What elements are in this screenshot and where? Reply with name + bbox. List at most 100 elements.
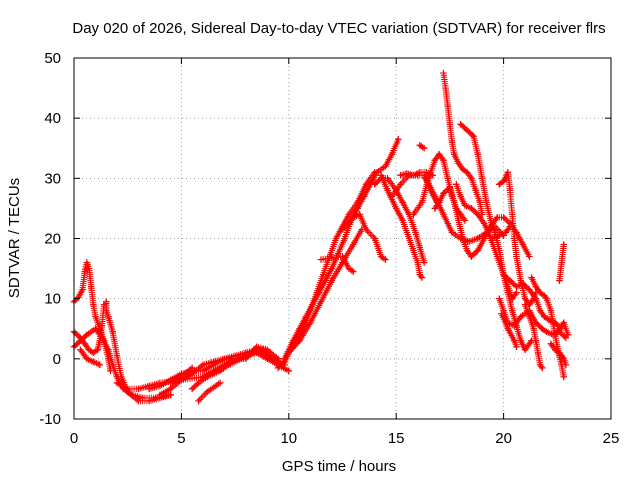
- data-point: [167, 385, 174, 393]
- data-point: [85, 346, 93, 354]
- data-point: [483, 199, 490, 206]
- data-point: [463, 127, 471, 134]
- data-point: [560, 319, 567, 326]
- data-point: [253, 343, 260, 350]
- data-point: [560, 373, 567, 381]
- data-point: [156, 382, 164, 390]
- data-point: [526, 286, 533, 293]
- x-tick-label: 20: [495, 430, 512, 447]
- data-point: [463, 247, 471, 254]
- data-point: [493, 214, 501, 221]
- data-point: [188, 385, 196, 393]
- data-point: [487, 217, 494, 224]
- data-point: [431, 193, 439, 200]
- data-point: [377, 253, 385, 260]
- data-point: [560, 355, 567, 363]
- data-point: [285, 349, 292, 357]
- data-point: [470, 133, 477, 140]
- data-point: [500, 178, 507, 185]
- series-track-kk: [551, 319, 572, 338]
- data-point: [90, 349, 97, 357]
- data-point: [105, 355, 112, 363]
- data-point: [506, 277, 514, 284]
- data-points: [70, 69, 572, 405]
- data-point: [79, 286, 86, 293]
- series-track-j: [188, 346, 288, 393]
- y-tick-label: 20: [44, 231, 61, 248]
- axis-ticks: 0 5 10 15 20 25 -10 0 10 20 30 40 50: [39, 50, 619, 447]
- data-point: [105, 313, 112, 320]
- data-point: [395, 136, 402, 143]
- data-point: [322, 277, 329, 284]
- series-track-y: [440, 69, 486, 218]
- data-point: [496, 247, 503, 254]
- data-point: [339, 226, 346, 233]
- data-point: [474, 211, 482, 218]
- data-point: [225, 361, 232, 369]
- data-point: [83, 355, 91, 363]
- data-point: [519, 280, 527, 287]
- data-point: [397, 172, 404, 179]
- data-point: [498, 310, 505, 317]
- data-point: [444, 175, 451, 182]
- y-tick-label: 0: [53, 351, 61, 368]
- data-point: [504, 325, 512, 332]
- data-point: [384, 175, 391, 182]
- data-point: [506, 187, 514, 194]
- data-point: [536, 307, 544, 314]
- data-point: [156, 391, 164, 399]
- data-point: [440, 211, 447, 218]
- x-tick-label: 10: [280, 430, 297, 447]
- data-point: [468, 205, 475, 212]
- data-point: [545, 316, 552, 323]
- data-point: [384, 187, 391, 194]
- data-point: [491, 229, 499, 236]
- data-point: [77, 334, 84, 341]
- data-point: [556, 325, 563, 332]
- y-axis-label: SDTVAR / TECUs: [6, 178, 23, 298]
- data-point: [511, 322, 518, 329]
- data-point: [216, 379, 224, 387]
- data-point: [446, 120, 454, 128]
- data-point: [281, 355, 288, 363]
- data-point: [519, 241, 527, 248]
- data-point: [90, 301, 97, 308]
- data-point: [328, 254, 335, 261]
- series-track-i: [167, 364, 196, 387]
- data-point: [317, 256, 325, 263]
- data-point: [371, 235, 378, 242]
- data-point: [403, 170, 411, 177]
- data-point: [474, 151, 482, 158]
- data-point: [405, 235, 413, 242]
- x-tick-label: 15: [388, 430, 405, 447]
- data-point: [472, 187, 479, 194]
- x-tick-label: 25: [603, 430, 620, 447]
- data-point: [195, 397, 202, 405]
- data-point: [466, 238, 473, 245]
- data-point: [167, 391, 174, 399]
- data-point: [440, 157, 447, 164]
- data-point: [339, 253, 346, 260]
- data-point: [199, 367, 207, 375]
- data-point: [416, 169, 424, 176]
- data-point: [496, 295, 503, 302]
- data-point: [81, 268, 88, 275]
- y-tick-label: 50: [44, 50, 61, 67]
- data-point: [135, 385, 142, 393]
- data-point: [513, 283, 520, 290]
- data-point: [210, 361, 217, 369]
- data-point: [549, 319, 557, 326]
- data-point: [418, 274, 426, 281]
- data-point: [476, 199, 484, 206]
- data-point: [350, 241, 357, 248]
- data-point: [178, 373, 185, 381]
- data-point: [92, 313, 99, 320]
- data-point: [541, 313, 548, 320]
- data-point: [77, 346, 84, 354]
- data-point: [450, 151, 458, 158]
- data-point: [530, 325, 537, 332]
- data-point: [382, 163, 389, 170]
- data-point: [521, 301, 529, 308]
- data-point: [560, 241, 567, 248]
